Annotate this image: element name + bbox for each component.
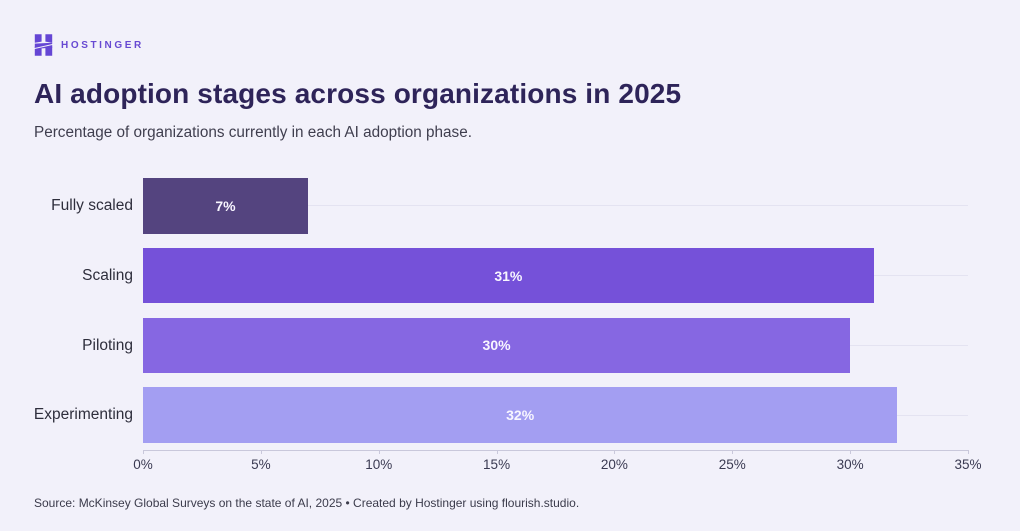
x-axis-tick — [968, 450, 969, 454]
hostinger-wordmark: HOSTINGER — [61, 39, 144, 51]
x-axis-tick — [850, 450, 852, 454]
bar-value-label: 31% — [494, 267, 523, 284]
category-label: Piloting — [82, 336, 133, 354]
bar-value-label: 32% — [506, 407, 535, 424]
x-axis-tick — [614, 450, 616, 454]
x-axis-tick — [732, 450, 734, 454]
hostinger-h-icon — [34, 34, 53, 56]
plot-area: 7% 31% 30% 32% — [143, 171, 968, 450]
bar-value-label: 30% — [482, 337, 511, 354]
bar-experimenting[interactable]: 32% — [143, 387, 898, 443]
chart-subtitle: Percentage of organizations currently in… — [34, 124, 472, 141]
x-axis-tick — [496, 450, 498, 454]
category-label: Scaling — [82, 266, 133, 284]
x-axis-tick-label: 20% — [600, 457, 628, 472]
x-axis-line — [143, 450, 969, 451]
x-axis-tick-label: 10% — [365, 457, 393, 472]
bar-scaling[interactable]: 31% — [143, 247, 874, 304]
x-axis-tick-label: 15% — [483, 457, 511, 472]
chart-title: AI adoption stages across organizations … — [34, 78, 682, 109]
x-axis-tick-label: 0% — [133, 457, 153, 472]
x-axis-tick-label: 25% — [718, 457, 746, 472]
bar-piloting[interactable]: 30% — [143, 317, 851, 374]
hostinger-logo: HOSTINGER — [34, 34, 144, 56]
x-axis-tick — [143, 450, 144, 454]
source-note: Source: McKinsey Global Surveys on the s… — [34, 496, 580, 510]
bar-fully-scaled[interactable]: 7% — [143, 178, 308, 234]
x-axis-tick-label: 30% — [836, 457, 864, 472]
x-axis-tick-label: 35% — [954, 457, 982, 472]
x-axis-tick — [378, 450, 380, 454]
category-label: Fully scaled — [51, 197, 133, 215]
row-gridline — [143, 205, 968, 207]
x-axis-tick — [260, 450, 262, 454]
bar-value-label: 7% — [215, 197, 236, 214]
x-axis-tick-label: 5% — [251, 457, 271, 472]
category-label: Experimenting — [33, 406, 133, 424]
